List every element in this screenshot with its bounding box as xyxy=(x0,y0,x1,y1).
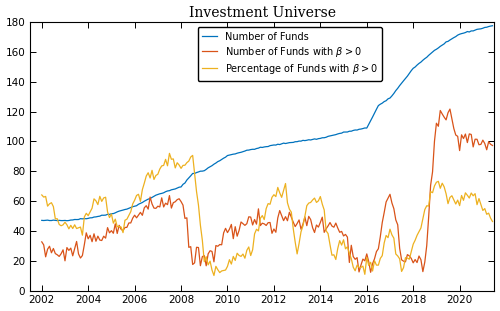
Percentage of Funds with $\beta > 0$ xyxy=(331,253,337,257)
Number of Funds xyxy=(211,162,217,166)
Number of Funds xyxy=(329,133,335,137)
Percentage of Funds with $\beta > 0$ xyxy=(490,220,496,223)
Percentage of Funds with $\beta > 0$ xyxy=(166,151,172,155)
Number of Funds xyxy=(490,24,496,28)
Number of Funds xyxy=(39,219,45,222)
Number of Funds with $\beta > 0$ xyxy=(490,144,496,147)
Percentage of Funds with $\beta > 0$ xyxy=(468,191,474,195)
Number of Funds with $\beta > 0$ xyxy=(327,221,333,225)
Percentage of Funds with $\beta > 0$ xyxy=(472,192,478,196)
Percentage of Funds with $\beta > 0$ xyxy=(172,166,178,170)
Number of Funds with $\beta > 0$ xyxy=(209,249,215,253)
Number of Funds with $\beta > 0$ xyxy=(68,246,74,250)
Number of Funds with $\beta > 0$ xyxy=(39,240,45,244)
Percentage of Funds with $\beta > 0$ xyxy=(68,224,74,227)
Percentage of Funds with $\beta > 0$ xyxy=(211,274,217,277)
Number of Funds with $\beta > 0$ xyxy=(472,137,478,141)
Number of Funds with $\beta > 0$ xyxy=(468,132,474,136)
Number of Funds xyxy=(466,30,472,34)
Number of Funds xyxy=(172,187,178,191)
Title: Investment Universe: Investment Universe xyxy=(189,6,336,20)
Number of Funds xyxy=(64,219,70,223)
Number of Funds with $\beta > 0$ xyxy=(368,271,374,274)
Line: Number of Funds: Number of Funds xyxy=(42,26,492,221)
Number of Funds xyxy=(470,29,476,33)
Number of Funds xyxy=(70,218,75,222)
Percentage of Funds with $\beta > 0$ xyxy=(213,264,219,268)
Percentage of Funds with $\beta > 0$ xyxy=(39,193,45,197)
Legend: Number of Funds, Number of Funds with $\beta > 0$, Percentage of Funds with $\be: Number of Funds, Number of Funds with $\… xyxy=(198,27,382,81)
Line: Number of Funds with $\beta > 0$: Number of Funds with $\beta > 0$ xyxy=(42,109,492,272)
Number of Funds with $\beta > 0$ xyxy=(170,201,176,205)
Number of Funds with $\beta > 0$ xyxy=(447,107,453,111)
Line: Percentage of Funds with $\beta > 0$: Percentage of Funds with $\beta > 0$ xyxy=(42,153,492,276)
